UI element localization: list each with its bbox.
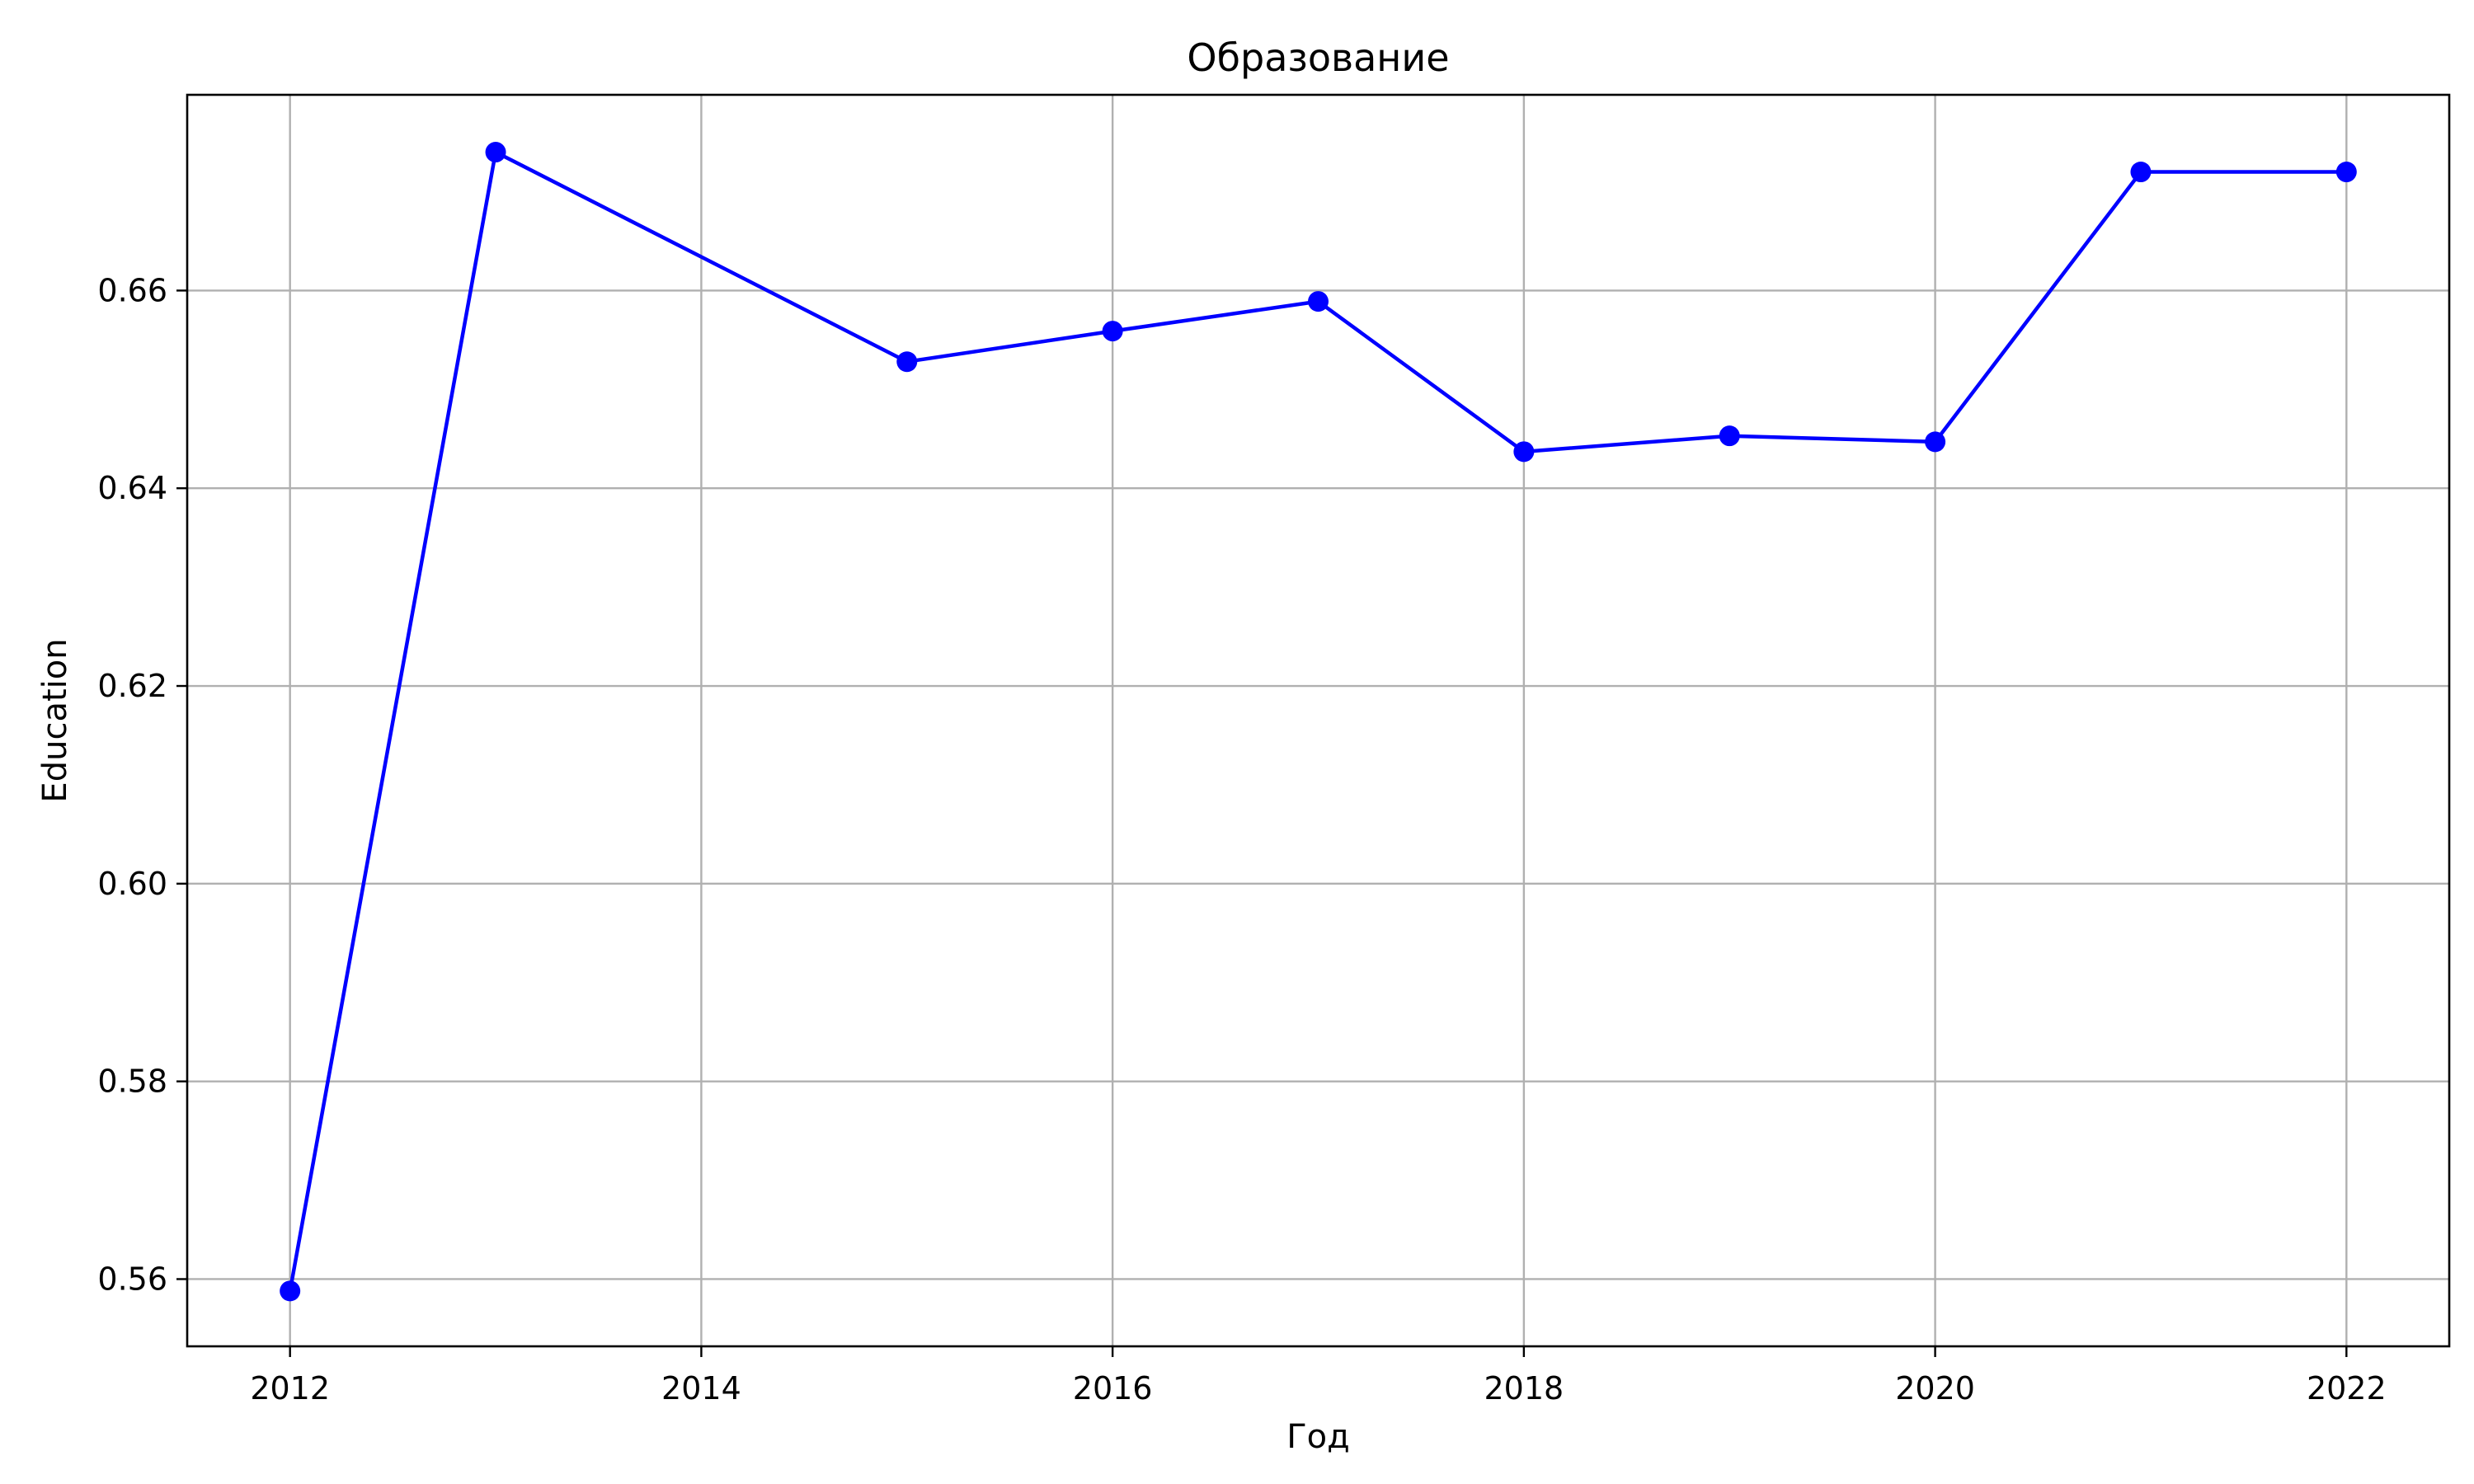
y-tick-label: 0.56 [97, 1261, 167, 1297]
x-tick-label: 2012 [250, 1370, 330, 1407]
data-point [1513, 441, 1535, 463]
y-axis-label: Education [36, 638, 74, 802]
data-point [896, 351, 918, 373]
data-point [2130, 162, 2152, 183]
x-tick-label: 2018 [1484, 1370, 1564, 1407]
data-point [1719, 425, 1740, 447]
data-point [1102, 321, 1123, 342]
plot-frame [186, 93, 2451, 1348]
y-tick-label: 0.62 [97, 668, 167, 704]
data-point [2335, 162, 2357, 183]
data-point [485, 142, 506, 163]
x-tick-label: 2020 [1895, 1370, 1975, 1407]
x-axis: 2012 2014 2016 2018 2020 2022 [250, 1346, 2387, 1407]
chart-title: Образование [1187, 35, 1449, 80]
y-tick-label: 0.64 [97, 470, 167, 506]
y-tick-label: 0.58 [97, 1064, 167, 1100]
x-tick-label: 2022 [2307, 1370, 2387, 1407]
data-point [1308, 291, 1329, 312]
y-axis: 0.56 0.58 0.60 0.62 0.64 0.66 [97, 272, 187, 1297]
data-point [280, 1280, 301, 1302]
y-tick-label: 0.66 [97, 272, 167, 308]
data-point [1925, 431, 1946, 453]
series-line [288, 150, 2347, 1292]
x-axis-label: Год [1286, 1418, 1350, 1456]
y-tick-label: 0.60 [97, 866, 167, 902]
x-tick-label: 2016 [1073, 1370, 1153, 1407]
grid [187, 95, 2449, 1346]
series-layer [280, 142, 2357, 1302]
x-tick-label: 2014 [661, 1370, 741, 1407]
